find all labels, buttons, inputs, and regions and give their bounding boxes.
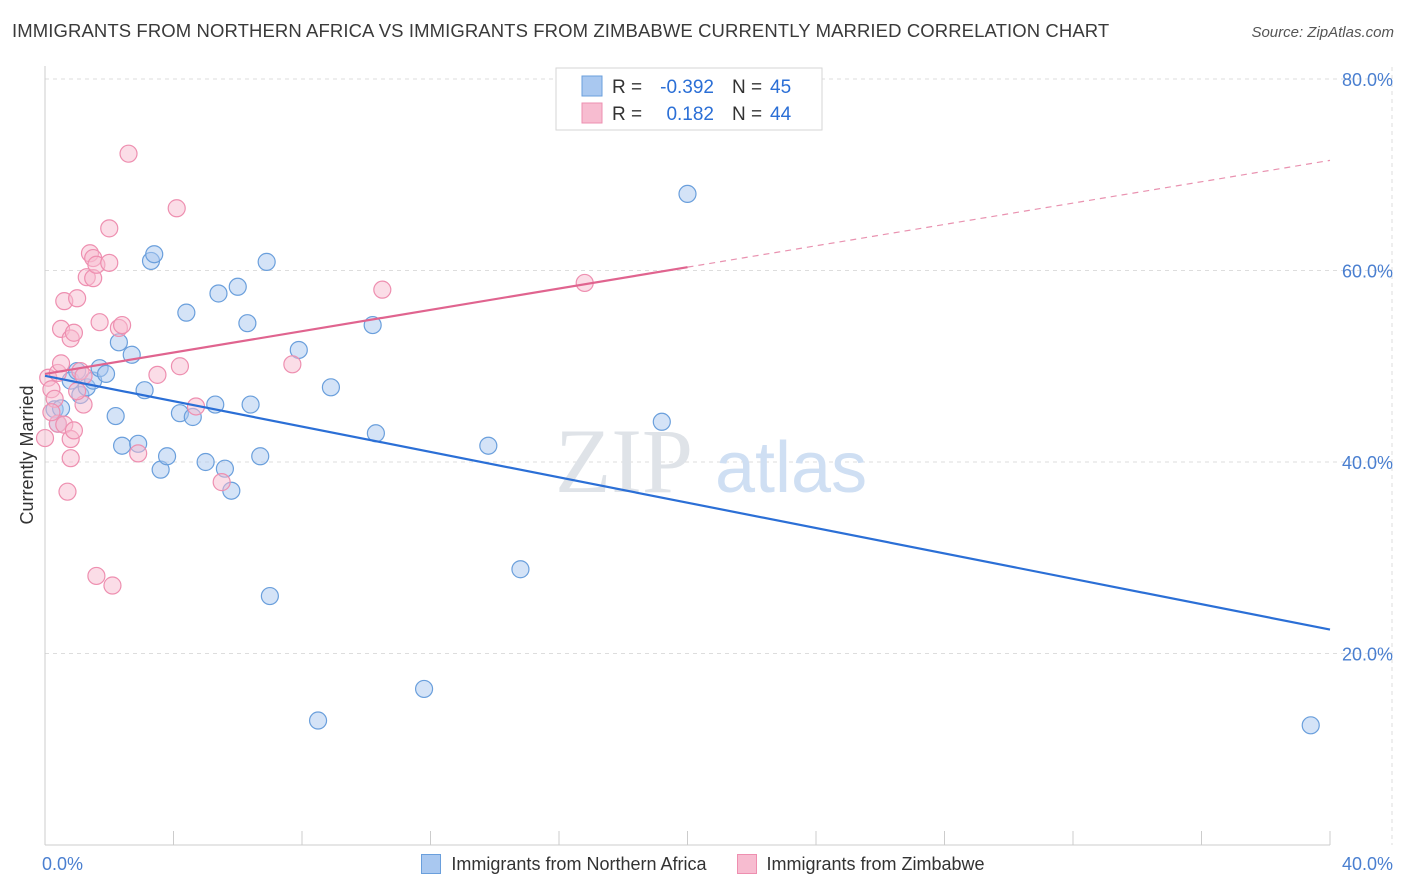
legend-n-value-pink: 44 [770,104,792,125]
pink-point [35,428,55,448]
blue-point [257,252,276,271]
y-tick-label: 80.0% [1342,70,1393,90]
pink-point [129,444,148,463]
y-tick-label: 40.0% [1342,453,1393,473]
pink-trend-line [44,266,688,375]
series-legend: Immigrants from Northern Africa Immigran… [0,850,1406,878]
pink-point [90,313,109,332]
blue-point [106,406,125,426]
pink-point [42,403,61,422]
pink-point [112,315,132,335]
blue-point [1301,716,1320,735]
blue-point [177,303,196,322]
blue-point [678,184,697,203]
legend-r-value-blue: -0.392 [660,77,714,98]
x-tick-label: 0.0% [42,854,83,874]
legend-swatch-blue [581,75,603,97]
pink-point [373,280,392,299]
blue-point [251,447,270,466]
blue-point [479,436,498,455]
pink-point [283,355,302,374]
blue-point [145,245,164,264]
x-tick-label: 40.0% [1342,854,1393,874]
pink-point [68,289,87,308]
pink-point [68,382,87,401]
pink-point [87,566,106,586]
blue-point [157,447,177,466]
pink-point [58,482,77,501]
pink-point [212,473,231,492]
blue-point [112,436,132,455]
pink-point [167,199,186,218]
y-tick-label: 20.0% [1342,645,1393,665]
watermark-atlas: atlas [715,428,867,508]
trend-lines [44,159,1331,631]
legend-n-value-blue: 45 [770,77,791,98]
blue-point [308,711,328,730]
blue-point [96,364,116,384]
pink-point [64,421,84,440]
blue-point [196,452,215,472]
watermark-zip: ZIP [555,410,693,512]
watermark: ZIP atlas [555,410,867,512]
pink-point [61,449,80,468]
legend-item-northern-africa: Immigrants from Northern Africa [421,853,707,875]
pink-point [170,357,190,376]
blue-point [260,586,279,606]
legend-r-label-blue: R = [612,77,642,98]
blue-point [238,314,257,333]
legend-n-label-pink: N = [732,104,762,125]
blue-point [209,284,228,303]
source-label: Source: ZipAtlas.com [1251,24,1394,41]
blue-point [228,277,247,296]
pink-point [64,323,84,342]
blue-point [414,679,434,699]
blue-point [652,412,671,431]
y-axis-label: Currently Married [17,385,37,524]
legend-swatch-northern-africa [421,854,442,874]
blue-trend-line [44,374,1331,631]
legend-swatch-pink [581,102,603,124]
legend-r-value-pink: 0.182 [666,104,714,125]
legend-label-northern-africa: Immigrants from Northern Africa [451,853,707,874]
legend-label-zimbabwe: Immigrants from Zimbabwe [766,853,985,874]
axes [44,66,1331,846]
pink-trend-extension [687,159,1331,268]
pink-point [103,576,122,595]
pink-point [148,365,167,384]
legend-swatch-zimbabwe [736,854,757,874]
tick-labels: 20.0% 40.0% 60.0% 80.0% 0.0% 40.0% [42,70,1393,874]
pink-point [119,144,138,163]
legend-item-zimbabwe: Immigrants from Zimbabwe [736,853,985,875]
pink-point [100,253,119,272]
blue-point [321,378,341,397]
legend-n-label-blue: N = [732,77,762,98]
legend-r-label-pink: R = [612,104,642,125]
data-points [35,144,1320,735]
blue-point [241,395,260,414]
pink-point [100,219,119,238]
y-tick-label: 60.0% [1342,262,1393,282]
chart-title: IMMIGRANTS FROM NORTHERN AFRICA VS IMMIG… [12,20,1110,41]
blue-point [511,560,530,579]
stats-legend: R = -0.392 N = 45 R = 0.182 N = 44 [555,67,823,131]
